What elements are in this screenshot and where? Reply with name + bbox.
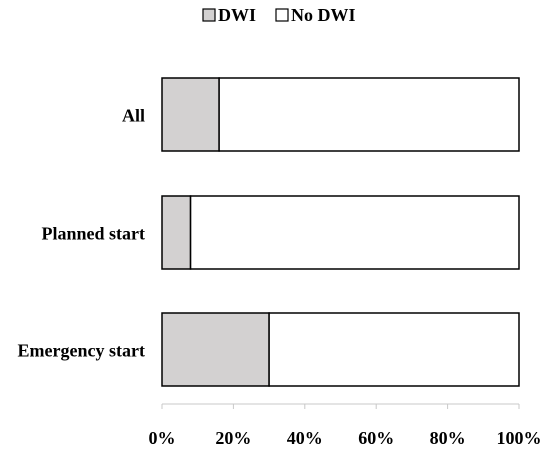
x-tick-label: 20% — [215, 428, 251, 448]
bar-all-no-dwi — [218, 77, 520, 152]
legend-label-dwi: DWI — [218, 5, 256, 25]
bar-emergency-start-dwi — [161, 312, 270, 387]
x-tick-label: 0% — [149, 428, 176, 448]
x-tick-label: 80% — [430, 428, 466, 448]
bar-planned-start-dwi — [161, 195, 192, 270]
x-tick-label: 40% — [287, 428, 323, 448]
x-axis: 0% 20% 40% 60% 80% 100% — [149, 403, 542, 448]
legend-label-no-dwi: No DWI — [291, 5, 356, 25]
legend-swatch-no-dwi — [275, 8, 289, 22]
category-label-all: All — [122, 106, 145, 126]
category-label-planned-start: Planned start — [42, 224, 146, 244]
legend: DWI No DWI — [202, 5, 356, 25]
category-labels: All Planned start Emergency start — [18, 106, 145, 361]
x-tick-label: 60% — [358, 428, 394, 448]
category-label-emergency-start: Emergency start — [18, 341, 145, 361]
bar-planned-start-no-dwi — [189, 195, 520, 270]
bar-emergency-start-no-dwi — [268, 312, 520, 387]
legend-swatch-dwi — [202, 8, 216, 22]
x-tick-label: 100% — [497, 428, 542, 448]
bars — [161, 77, 520, 387]
bar-all-dwi — [161, 77, 220, 152]
